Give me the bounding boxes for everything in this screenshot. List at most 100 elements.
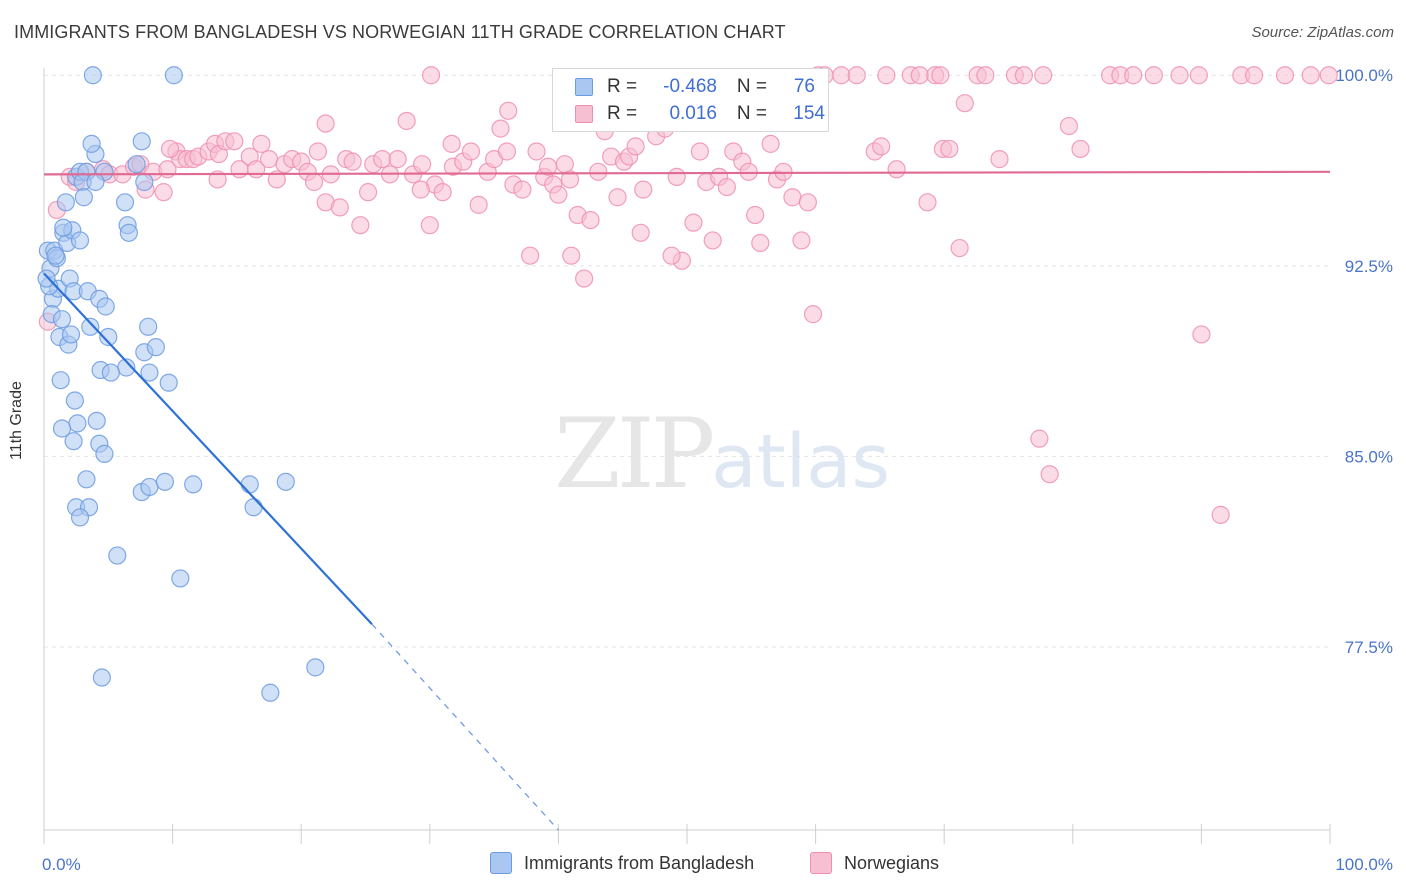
bangladesh-point <box>132 132 151 151</box>
norwegian-point <box>626 137 645 156</box>
legend-swatch-blue <box>575 78 593 96</box>
norwegian-point <box>388 150 407 169</box>
norwegian-point <box>1211 505 1230 524</box>
legend-r-label: R = <box>607 103 638 124</box>
watermark-atlas: atlas <box>711 419 891 505</box>
y-tick-label: 77.5% <box>1345 638 1393 657</box>
norwegian-point <box>304 172 324 192</box>
norwegian-point <box>549 185 568 204</box>
bangladesh-point <box>276 472 295 491</box>
bottom-legend-norwegians: Norwegians <box>810 852 939 874</box>
chart-title: IMMIGRANTS FROM BANGLADESH VS NORWEGIAN … <box>14 22 786 42</box>
norwegian-point <box>990 150 1009 169</box>
norwegian-point <box>154 183 173 202</box>
norwegian-point <box>690 142 709 161</box>
norwegian-point <box>527 142 546 161</box>
norwegian-point <box>1014 66 1034 85</box>
bangladesh-point <box>74 188 93 207</box>
norwegian-point <box>208 170 227 189</box>
y-tick-label: 85.0% <box>1345 447 1393 466</box>
norwegian-point <box>373 150 392 169</box>
bangladesh-point <box>96 297 115 316</box>
bangladesh-point <box>127 155 146 174</box>
bangladesh-point <box>101 363 120 382</box>
norwegian-point <box>1319 66 1338 85</box>
bangladesh-point <box>261 683 280 702</box>
bangladesh-point <box>146 338 165 357</box>
norwegian-point <box>1040 465 1059 484</box>
norwegian-point <box>931 66 950 85</box>
legend-r-value: 0.016 <box>669 103 717 124</box>
norwegian-point <box>761 134 780 153</box>
legend-n-label: N = <box>736 76 767 97</box>
norwegian-point <box>1275 66 1295 85</box>
norwegian-point <box>783 188 802 207</box>
norwegian-point <box>667 167 686 186</box>
norwegian-point <box>469 195 488 214</box>
norwegian-point <box>887 160 906 179</box>
norwegian-point <box>560 170 580 189</box>
bottom-legend-bangladesh: Immigrants from Bangladesh <box>490 852 754 874</box>
bangladesh-point <box>306 658 325 677</box>
bangladesh-point <box>68 414 87 433</box>
norwegian-point <box>798 193 817 212</box>
legend-row-bangladesh: R = -0.468 N = 76 <box>575 76 815 98</box>
norwegian-point <box>308 142 328 161</box>
norwegian-point <box>703 231 722 250</box>
bangladesh-point <box>244 498 263 517</box>
norwegian-point <box>160 139 180 159</box>
norwegian-point <box>420 216 439 235</box>
legend-n-value: 76 <box>793 76 815 97</box>
bottom-legend-swatch-pink <box>810 852 832 874</box>
bangladesh-point <box>108 546 127 565</box>
norwegian-point <box>847 66 866 85</box>
norwegian-point <box>252 134 271 153</box>
norwegian-point <box>832 66 851 85</box>
bangladesh-point <box>240 475 259 494</box>
x-tick-label: 0.0% <box>42 855 81 874</box>
bottom-legend-label: Norwegians <box>844 852 940 873</box>
bottom-legend-swatch-blue <box>490 852 512 874</box>
x-tick-label: 100.0% <box>1335 855 1393 874</box>
norwegian-point <box>872 137 891 156</box>
norwegian-point <box>739 162 758 181</box>
norwegian-point <box>491 119 510 138</box>
bangladesh-point <box>140 477 159 497</box>
norwegian-point <box>421 66 441 85</box>
norwegian-point <box>746 205 765 225</box>
bangladesh-point <box>135 172 154 192</box>
bangladesh-point <box>52 419 72 438</box>
bangladesh-point <box>56 193 75 212</box>
norwegian-point <box>433 183 452 202</box>
norwegian-point <box>555 155 574 174</box>
norwegian-point <box>412 155 432 174</box>
norwegian-point <box>1192 325 1211 344</box>
norwegian-point <box>803 305 823 324</box>
stats-legend: R = -0.468 N = 76 R = 0.016 N = 154 <box>552 68 829 132</box>
bangladesh-point <box>61 325 81 344</box>
source-label: Source: ZipAtlas.com <box>1251 24 1394 41</box>
bangladesh-point <box>70 508 90 527</box>
norwegian-point <box>1144 66 1163 85</box>
bangladesh-point <box>164 66 183 85</box>
norwegian-point <box>792 231 811 250</box>
norwegian-point <box>1170 66 1189 85</box>
norwegian-trend-line <box>43 170 1331 176</box>
norwegian-point <box>539 157 558 176</box>
norwegian-point <box>608 188 627 207</box>
legend-r-label: R = <box>607 76 638 97</box>
bangladesh-point <box>52 310 72 329</box>
norwegian-point <box>225 132 244 151</box>
bangladesh-point <box>82 134 101 153</box>
norwegian-point <box>918 193 937 212</box>
legend-r-value: -0.468 <box>663 76 717 97</box>
norwegian-point <box>684 213 703 232</box>
bangladesh-point <box>155 472 174 491</box>
norwegian-point <box>259 150 279 169</box>
bangladesh-trend-line <box>43 272 373 625</box>
bangladesh-point <box>83 66 102 85</box>
bangladesh-point <box>159 373 178 392</box>
bangladesh-point <box>51 371 70 390</box>
legend-swatch-pink <box>575 105 593 123</box>
norwegian-point <box>940 139 959 159</box>
